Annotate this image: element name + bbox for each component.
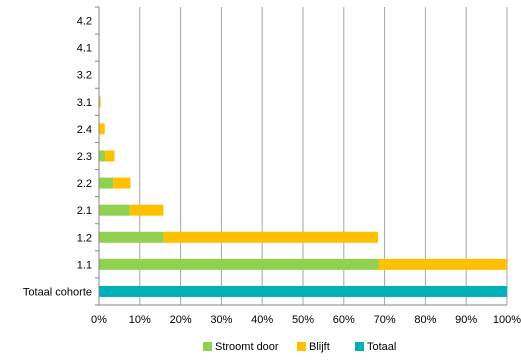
y-tick-label: 2.1: [77, 205, 92, 217]
bar-segment: [129, 204, 164, 216]
axes: [95, 6, 507, 306]
x-tick-label: 70%: [374, 314, 396, 326]
bar-segment: [163, 231, 379, 243]
x-tick-label: 50%: [292, 314, 314, 326]
y-tick-label: 2.3: [77, 151, 92, 163]
legend-label: Stroomt door: [215, 341, 279, 353]
bar-segment: [99, 231, 164, 243]
y-tick-label: 4.1: [77, 43, 92, 55]
y-tick-labels: 4.2 4.1 3.2 3.1 2.4 2.3 2.2 2.1 1.2 1.1 Totaal coh…: [23, 16, 92, 299]
bars: [99, 96, 507, 297]
x-tick-label: 80%: [414, 314, 436, 326]
y-tick-label: 2.2: [77, 178, 92, 190]
bar-segment: [99, 204, 130, 216]
bar-segment: [99, 150, 106, 162]
x-tick-label: 0%: [91, 314, 107, 326]
x-tick-labels: 0% 10% 20% 30% 40% 50% 60% 70% 80% 90% 100%: [91, 314, 521, 326]
legend: Stroomt door Blijft Totaal: [203, 341, 396, 353]
y-tick-label: 2.4: [77, 124, 92, 136]
x-tick-label: 60%: [333, 314, 355, 326]
bar-segment: [105, 150, 115, 162]
bar-segment: [99, 96, 101, 108]
y-tick-label: 4.2: [77, 16, 92, 28]
legend-swatch: [203, 342, 212, 351]
legend-swatch: [297, 342, 306, 351]
bar-segment: [99, 177, 114, 189]
x-tick-label: 20%: [170, 314, 192, 326]
x-tick-label: 90%: [455, 314, 477, 326]
y-tick-label: Totaal cohorte: [23, 286, 92, 298]
bar-segment: [113, 177, 131, 189]
y-tick-label: 1.2: [77, 232, 92, 244]
legend-swatch: [355, 342, 364, 351]
y-tick-label: 3.1: [77, 97, 92, 109]
bar-segment: [99, 123, 105, 135]
bar-segment: [378, 258, 507, 270]
x-tick-label: 30%: [210, 314, 232, 326]
y-tick-label: 1.1: [77, 259, 92, 271]
x-tick-label: 40%: [251, 314, 273, 326]
legend-label: Blijft: [309, 341, 330, 353]
bar-segment: [99, 258, 379, 270]
legend-label: Totaal: [367, 341, 396, 353]
y-tick-label: 3.2: [77, 70, 92, 82]
x-tick-label: 10%: [129, 314, 151, 326]
x-tick-label: 100%: [493, 314, 521, 326]
grid-lines: [139, 7, 508, 305]
bar-segment: [99, 285, 507, 297]
